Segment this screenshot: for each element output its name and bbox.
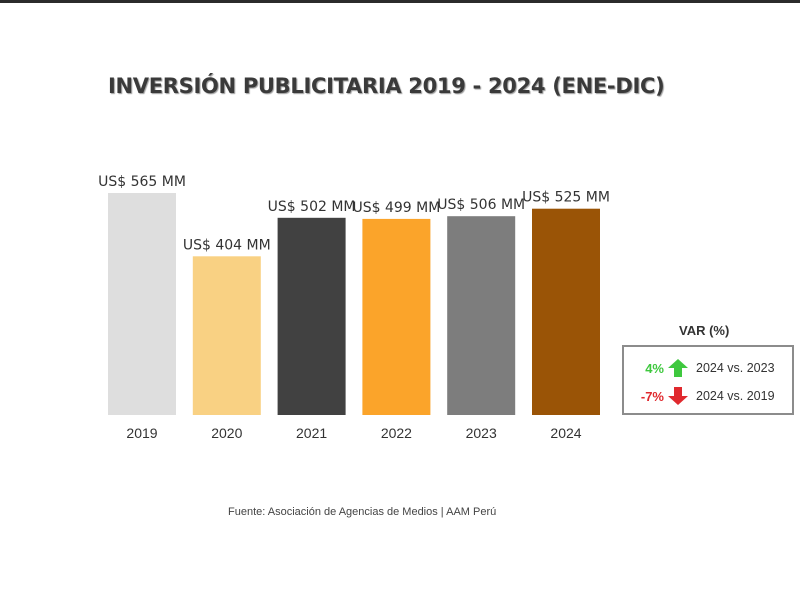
data-label-2022: US$ 499 MM bbox=[352, 200, 440, 216]
category-label-2024: 2024 bbox=[550, 425, 581, 441]
arrow-down-icon bbox=[668, 387, 688, 405]
bar-2019 bbox=[108, 193, 176, 415]
data-label-2023: US$ 506 MM bbox=[437, 197, 525, 213]
category-label-2019: 2019 bbox=[126, 425, 157, 441]
variation-row-down: -7% 2024 vs. 2019 bbox=[624, 385, 792, 407]
bar-2023 bbox=[447, 216, 516, 415]
category-label-2022: 2022 bbox=[381, 425, 412, 441]
data-label-2024: US$ 525 MM bbox=[522, 190, 610, 206]
variation-label: 2024 vs. 2019 bbox=[696, 389, 775, 403]
data-label-2021: US$ 502 MM bbox=[268, 199, 356, 215]
category-label-2020: 2020 bbox=[211, 425, 242, 441]
category-label-2021: 2021 bbox=[296, 425, 327, 441]
bar-2022 bbox=[362, 218, 431, 415]
variation-value: -7% bbox=[640, 388, 664, 404]
chart-title: INVERSIÓN PUBLICITARIA 2019 - 2024 (ENE-… bbox=[108, 74, 665, 98]
category-label-2023: 2023 bbox=[466, 425, 497, 441]
variation-value: 4% bbox=[645, 360, 664, 376]
variation-box: 4% 2024 vs. 2023 -7% 2024 vs. 2019 bbox=[622, 345, 794, 415]
bar-2024 bbox=[532, 208, 600, 415]
source-note: Fuente: Asociación de Agencias de Medios… bbox=[228, 506, 497, 518]
arrow-up-icon bbox=[668, 359, 688, 377]
data-label-2020: US$ 404 MM bbox=[183, 237, 271, 253]
variation-row-up: 4% 2024 vs. 2023 bbox=[624, 357, 792, 379]
variation-label: 2024 vs. 2023 bbox=[696, 361, 775, 375]
bar-2021 bbox=[277, 217, 346, 415]
data-label-2019: US$ 565 MM bbox=[98, 174, 186, 190]
top-border bbox=[0, 0, 800, 3]
variation-title: VAR (%) bbox=[679, 323, 730, 338]
bar-2020 bbox=[192, 256, 261, 415]
